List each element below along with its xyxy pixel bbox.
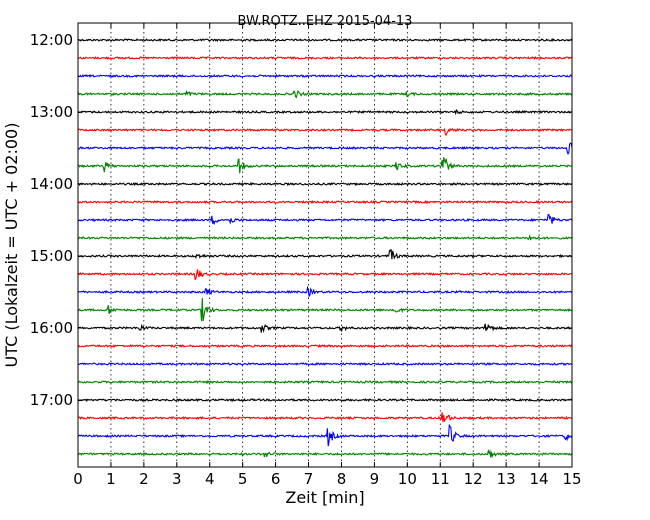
x-tick-label: 0 bbox=[73, 470, 83, 488]
trace-1315 bbox=[77, 127, 573, 136]
x-tick-label: 7 bbox=[304, 470, 314, 488]
trace-1200 bbox=[77, 37, 573, 43]
x-axis-label: Zeit [min] bbox=[285, 488, 364, 507]
x-tick-label: 3 bbox=[172, 470, 182, 488]
trace-1400 bbox=[77, 181, 573, 187]
y-tick-label: 17:00 bbox=[30, 391, 73, 409]
x-tick-label: 15 bbox=[562, 470, 581, 488]
trace-1445 bbox=[77, 233, 573, 241]
y-tick-label: 13:00 bbox=[30, 103, 73, 121]
x-tick-label: 6 bbox=[271, 470, 281, 488]
y-tick-label: 15:00 bbox=[30, 247, 73, 265]
trace-1230 bbox=[77, 73, 573, 79]
x-tick-label: 14 bbox=[530, 470, 549, 488]
y-axis: 12:00 13:00 14:00 15:00 16:00 17:00 bbox=[30, 31, 572, 409]
y-tick-label: 12:00 bbox=[30, 31, 73, 49]
trace-1515 bbox=[77, 269, 573, 281]
trace-1345 bbox=[77, 157, 572, 174]
x-tick-label: 5 bbox=[238, 470, 248, 488]
trace-1530 bbox=[77, 285, 573, 298]
trace-1415 bbox=[77, 199, 573, 205]
x-tick-label: 8 bbox=[337, 470, 347, 488]
x-axis: 0 1 2 3 4 5 6 7 8 9 10 11 12 13 14 15 bbox=[73, 23, 582, 488]
trace-1730 bbox=[77, 424, 573, 447]
trace-1545 bbox=[77, 297, 573, 322]
x-tick-label: 13 bbox=[497, 470, 516, 488]
trace-1745 bbox=[77, 448, 573, 459]
x-tick-label: 1 bbox=[106, 470, 116, 488]
trace-1245 bbox=[77, 89, 573, 99]
y-tick-label: 16:00 bbox=[30, 319, 73, 337]
trace-1615 bbox=[77, 343, 573, 349]
x-tick-label: 12 bbox=[464, 470, 483, 488]
trace-1645 bbox=[77, 379, 573, 385]
x-tick-label: 11 bbox=[431, 470, 450, 488]
x-tick-label: 4 bbox=[205, 470, 215, 488]
trace-1215 bbox=[77, 56, 573, 61]
trace-1330 bbox=[77, 142, 573, 155]
x-tick-label: 2 bbox=[139, 470, 149, 488]
plot-frame bbox=[77, 22, 573, 468]
x-tick-label: 9 bbox=[370, 470, 380, 488]
trace-1630 bbox=[77, 361, 573, 367]
trace-1300 bbox=[77, 108, 573, 116]
trace-1600 bbox=[77, 323, 573, 334]
y-tick-label: 14:00 bbox=[30, 175, 73, 193]
x-tick-label: 10 bbox=[398, 470, 417, 488]
chart-title: BW.ROTZ..EHZ 2015-04-13 bbox=[238, 14, 413, 29]
trace-1430 bbox=[77, 213, 573, 226]
traces bbox=[77, 37, 573, 459]
trace-1500 bbox=[77, 248, 573, 260]
grid bbox=[110, 23, 540, 467]
trace-1700 bbox=[77, 397, 573, 403]
y-axis-label: UTC (Lokalzeit = UTC + 02:00) bbox=[2, 123, 21, 368]
trace-1715 bbox=[78, 412, 573, 423]
